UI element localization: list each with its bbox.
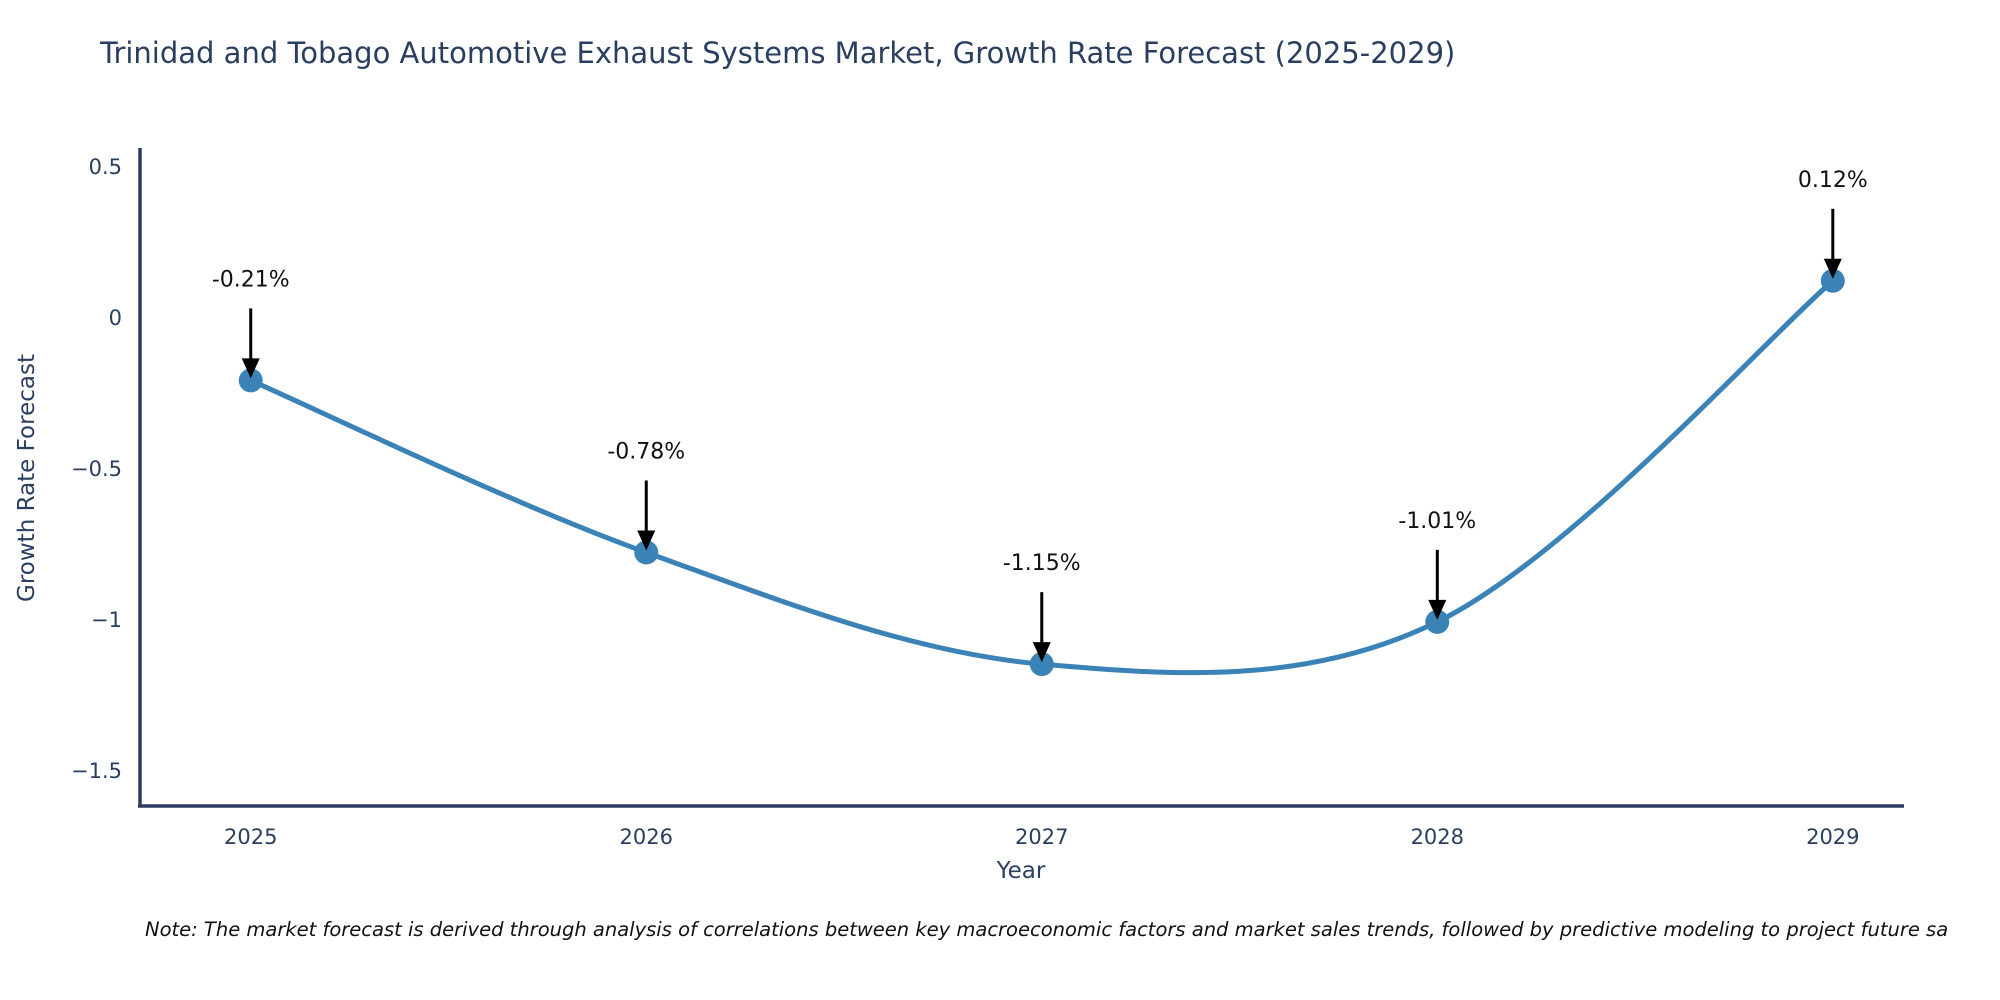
y-axis-tick-labels: 0.5 0 −0.5 −1 −1.5 (71, 155, 122, 783)
point-label-2025: -0.21% (212, 267, 290, 292)
marker-2025 (238, 368, 263, 393)
marker-2028 (1425, 609, 1450, 634)
point-label-2029: 0.12% (1798, 168, 1868, 193)
x-tick-2029: 2029 (1806, 825, 1859, 849)
y-tick-0: 0.5 (89, 155, 122, 179)
y-tick-2: −0.5 (71, 457, 122, 481)
y-axis-title: Growth Rate Forecast (14, 354, 40, 602)
data-point-annotations: -0.21% -0.78% -1.15% -1.01% 0.12% (212, 168, 1868, 663)
marker-2026 (634, 540, 659, 565)
annotation-arrow-head-2025 (241, 358, 260, 379)
x-tick-2025: 2025 (224, 825, 277, 849)
footer-note: Note: The market forecast is derived thr… (145, 918, 1949, 941)
x-axis-title: Year (996, 858, 1046, 884)
marker-2029 (1820, 268, 1845, 293)
annotation-arrow-head-2028 (1428, 599, 1447, 620)
point-label-2026: -0.78% (607, 439, 685, 464)
point-label-2027: -1.15% (1003, 551, 1081, 576)
chart-title: Trinidad and Tobago Automotive Exhaust S… (100, 36, 1456, 70)
y-tick-4: −1.5 (71, 759, 122, 783)
y-tick-1: 0 (109, 306, 122, 330)
x-tick-2028: 2028 (1411, 825, 1464, 849)
annotation-arrow-head-2029 (1823, 258, 1842, 279)
point-label-2028: -1.01% (1398, 509, 1476, 534)
marker-2027 (1029, 652, 1054, 677)
annotation-arrow-head-2026 (637, 530, 656, 551)
x-axis-tick-labels: 2025 2026 2027 2028 2029 (224, 825, 1860, 849)
y-tick-3: −1 (91, 608, 122, 632)
x-tick-2026: 2026 (620, 825, 673, 849)
x-tick-2027: 2027 (1015, 825, 1068, 849)
annotation-arrow-head-2027 (1032, 642, 1051, 663)
data-point-markers (238, 268, 1845, 677)
